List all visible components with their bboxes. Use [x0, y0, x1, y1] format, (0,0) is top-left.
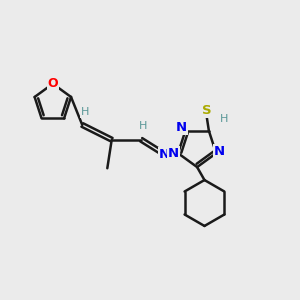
Text: N: N — [176, 122, 188, 134]
Text: H: H — [139, 122, 148, 131]
Text: N: N — [168, 147, 179, 160]
Text: N: N — [159, 148, 170, 161]
Text: N: N — [214, 145, 225, 158]
Text: H: H — [80, 107, 89, 117]
Text: H: H — [219, 114, 228, 124]
Text: O: O — [47, 77, 58, 90]
Text: S: S — [202, 104, 211, 117]
